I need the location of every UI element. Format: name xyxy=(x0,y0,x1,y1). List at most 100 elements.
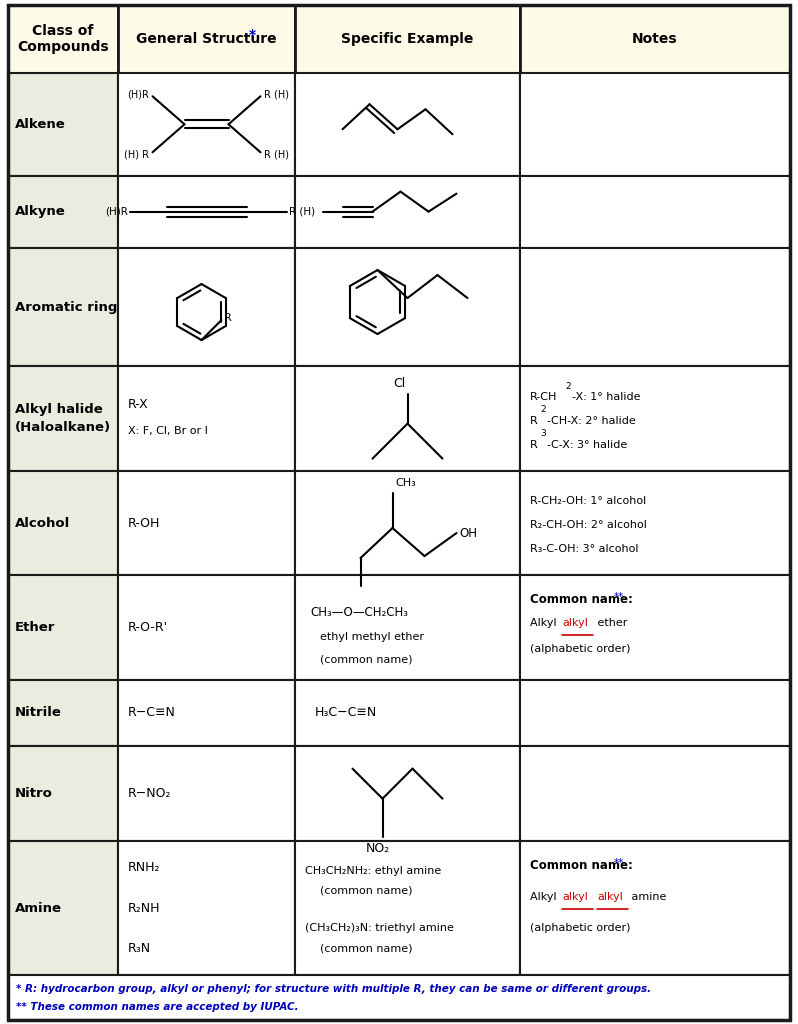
Text: R: R xyxy=(530,439,538,450)
Bar xyxy=(118,175,295,248)
Bar xyxy=(520,471,790,575)
Text: Alcohol: Alcohol xyxy=(15,516,70,529)
Text: Alkyl: Alkyl xyxy=(530,892,560,902)
Text: R₃N: R₃N xyxy=(128,942,151,954)
Text: **: ** xyxy=(614,858,624,868)
Text: R−C≡N: R−C≡N xyxy=(128,707,176,720)
Bar xyxy=(8,175,118,248)
Text: (Haloalkane): (Haloalkane) xyxy=(15,421,111,434)
Text: R-OH: R-OH xyxy=(128,516,160,529)
Text: alkyl: alkyl xyxy=(597,892,623,902)
Text: RNH₂: RNH₂ xyxy=(128,861,160,874)
Text: Nitrile: Nitrile xyxy=(15,707,62,720)
Text: CH₃: CH₃ xyxy=(396,478,417,488)
Text: Nitro: Nitro xyxy=(15,787,53,800)
Text: R−NO₂: R−NO₂ xyxy=(128,787,172,800)
Text: NO₂: NO₂ xyxy=(365,842,389,855)
Bar xyxy=(295,73,520,175)
Bar xyxy=(520,248,790,367)
Text: alkyl: alkyl xyxy=(562,618,588,629)
Text: (alphabetic order): (alphabetic order) xyxy=(530,924,630,933)
Text: R (H): R (H) xyxy=(263,89,289,99)
Bar xyxy=(520,680,790,746)
Bar xyxy=(520,367,790,471)
Text: -X: 1° halide: -X: 1° halide xyxy=(572,391,641,401)
Text: Specific Example: Specific Example xyxy=(342,32,474,46)
Text: (H)R: (H)R xyxy=(105,207,128,217)
Bar xyxy=(295,575,520,680)
Text: R (H): R (H) xyxy=(263,150,289,160)
Bar xyxy=(520,575,790,680)
Bar xyxy=(520,175,790,248)
Bar xyxy=(8,248,118,367)
Bar xyxy=(295,5,520,73)
Text: R: R xyxy=(530,416,538,426)
Text: R-CH: R-CH xyxy=(530,391,557,401)
Bar xyxy=(520,5,790,73)
Bar xyxy=(8,471,118,575)
Text: General Structure: General Structure xyxy=(136,32,277,46)
Bar xyxy=(118,575,295,680)
Bar xyxy=(8,73,118,175)
Bar xyxy=(520,73,790,175)
Text: R: R xyxy=(223,313,231,323)
Bar xyxy=(520,746,790,841)
Text: amine: amine xyxy=(628,892,666,902)
Bar xyxy=(295,680,520,746)
Text: R-X: R-X xyxy=(128,398,148,411)
Text: ** These common names are accepted by IUPAC.: ** These common names are accepted by IU… xyxy=(16,1002,298,1012)
Text: CH₃—O—CH₂CH₃: CH₃—O—CH₂CH₃ xyxy=(310,606,408,618)
Text: Compounds: Compounds xyxy=(18,40,109,54)
Bar xyxy=(118,248,295,367)
Bar xyxy=(8,367,118,471)
Bar xyxy=(8,5,118,73)
Text: Alkyne: Alkyne xyxy=(15,205,65,218)
Text: Class of: Class of xyxy=(32,24,93,38)
Text: OH: OH xyxy=(460,526,477,540)
Text: (CH₃CH₂)₃N: triethyl amine: (CH₃CH₂)₃N: triethyl amine xyxy=(305,924,454,933)
Bar xyxy=(8,746,118,841)
Bar xyxy=(8,680,118,746)
Bar xyxy=(295,367,520,471)
Text: Alkyl: Alkyl xyxy=(530,618,560,629)
Bar xyxy=(295,248,520,367)
Text: H₃C−C≡N: H₃C−C≡N xyxy=(315,707,377,720)
Bar xyxy=(295,746,520,841)
Text: -CH-X: 2° halide: -CH-X: 2° halide xyxy=(547,416,636,426)
Text: R₃-C-OH: 3° alcohol: R₃-C-OH: 3° alcohol xyxy=(530,544,638,554)
Text: ethyl methyl ether: ethyl methyl ether xyxy=(320,633,424,642)
Text: (common name): (common name) xyxy=(320,654,413,665)
Bar xyxy=(118,471,295,575)
Text: *: * xyxy=(248,28,255,42)
Text: Common name:: Common name: xyxy=(530,593,633,606)
Text: Alkene: Alkene xyxy=(15,118,65,131)
Text: **: ** xyxy=(614,593,624,602)
Text: ether: ether xyxy=(594,618,627,629)
Bar xyxy=(118,746,295,841)
Bar xyxy=(295,471,520,575)
Text: R-CH₂-OH: 1° alcohol: R-CH₂-OH: 1° alcohol xyxy=(530,496,646,506)
Text: (H) R: (H) R xyxy=(124,150,149,160)
Text: 2: 2 xyxy=(540,404,546,414)
Bar xyxy=(8,975,790,1020)
Bar xyxy=(118,841,295,975)
Text: Notes: Notes xyxy=(632,32,678,46)
Text: R (H): R (H) xyxy=(289,207,315,217)
Text: (common name): (common name) xyxy=(320,886,413,896)
Text: Cl: Cl xyxy=(393,377,405,390)
Text: * R: hydrocarbon group, alkyl or phenyl; for structure with multiple R, they can: * R: hydrocarbon group, alkyl or phenyl;… xyxy=(16,984,651,994)
Text: CH₃CH₂NH₂: ethyl amine: CH₃CH₂NH₂: ethyl amine xyxy=(305,865,441,876)
Bar xyxy=(8,841,118,975)
Text: X: F, Cl, Br or I: X: F, Cl, Br or I xyxy=(128,426,207,435)
Text: R₂-CH-OH: 2° alcohol: R₂-CH-OH: 2° alcohol xyxy=(530,520,647,530)
Text: (alphabetic order): (alphabetic order) xyxy=(530,644,630,654)
Bar xyxy=(295,175,520,248)
Text: Ether: Ether xyxy=(15,621,55,634)
Text: Amine: Amine xyxy=(15,901,62,914)
Text: Aromatic ring: Aromatic ring xyxy=(15,301,117,313)
Bar xyxy=(118,680,295,746)
Bar xyxy=(295,841,520,975)
Text: Common name:: Common name: xyxy=(530,859,633,871)
Text: 2: 2 xyxy=(565,382,571,390)
Text: (common name): (common name) xyxy=(320,943,413,953)
